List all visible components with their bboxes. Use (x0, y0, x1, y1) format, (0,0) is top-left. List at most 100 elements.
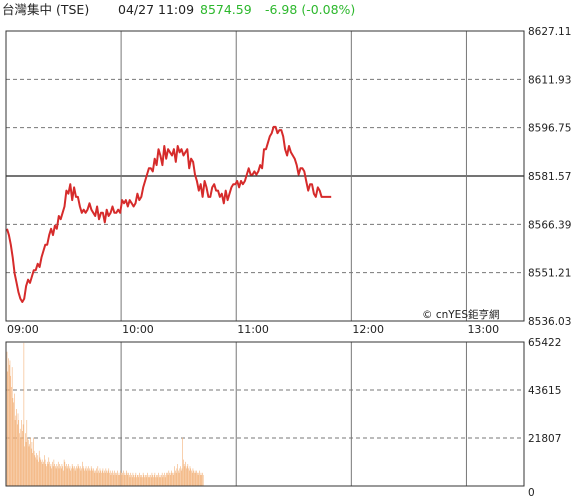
volume-bar (183, 459, 184, 486)
volume-y-ticks: 65422 43615 21807 0 (528, 337, 561, 499)
volume-bar (162, 477, 164, 486)
volume-bar (135, 472, 137, 486)
volume-bar (23, 342, 25, 486)
volume-bar (11, 367, 13, 486)
price-tick-label: 8536.03 (528, 316, 571, 328)
volume-bar (165, 475, 167, 486)
volume-bar (82, 461, 83, 486)
volume-bar (170, 472, 172, 486)
volume-bar (87, 466, 89, 486)
price-panel-frame (5, 30, 525, 322)
volume-bar (128, 475, 130, 486)
volume-bar (36, 453, 37, 486)
volume-bar (167, 472, 168, 486)
volume-bar (164, 477, 166, 486)
volume-bar (48, 457, 50, 486)
volume-bar (102, 468, 104, 486)
volume-bar (89, 468, 91, 486)
volume-bar (121, 475, 123, 486)
volume-bar (115, 472, 116, 486)
volume-bar (175, 472, 177, 486)
volume-bar (103, 472, 104, 486)
volume-bar (20, 437, 22, 486)
volume-bar (122, 472, 123, 486)
source-credit: © cnYES鉅亨網 (422, 308, 499, 321)
volume-bar (148, 475, 150, 486)
volume-bar (43, 461, 44, 486)
volume-bar (123, 470, 124, 486)
volume-bar (129, 477, 131, 486)
volume-bar (91, 468, 93, 486)
price-tick-label: 8551.21 (528, 268, 571, 280)
volume-bar (193, 470, 194, 486)
volume-bar (47, 464, 49, 486)
volume-bar (169, 475, 171, 486)
volume-bar (140, 477, 142, 486)
volume-bar (118, 472, 120, 486)
volume-bar (185, 461, 186, 486)
volume-bar (74, 466, 75, 486)
volume-bar (76, 468, 78, 486)
volume-bar (32, 453, 33, 486)
volume-bar (10, 375, 11, 486)
price-change: -6.98 (-0.08%) (265, 2, 356, 17)
volume-bar (112, 472, 114, 486)
volume-bar (25, 433, 26, 486)
volume-bar (199, 470, 200, 486)
price-tick-label: 8581.57 (528, 171, 571, 183)
volume-bar (57, 466, 58, 486)
price-line-layer (6, 125, 332, 303)
price-series-line (6, 125, 332, 303)
volume-bar (112, 470, 113, 486)
volume-bar (157, 475, 159, 486)
volume-bar (155, 477, 156, 486)
volume-bar (82, 466, 84, 486)
volume-bar (83, 468, 85, 486)
volume-bar (156, 477, 158, 486)
volume-bar (16, 424, 18, 486)
volume-bar (88, 470, 90, 486)
volume-bar (195, 472, 197, 486)
volume-bar (44, 455, 45, 486)
volume-bar (137, 475, 139, 486)
volume-bar (145, 475, 146, 486)
volume-bar (22, 431, 23, 486)
volume-bar (142, 477, 143, 486)
volume-bar (45, 464, 47, 486)
volume-bar (14, 420, 16, 486)
quote-datetime: 04/27 11:09 (118, 2, 195, 17)
volume-bar (201, 475, 203, 486)
volume-tick-label: 43615 (528, 385, 561, 397)
volume-bar (156, 475, 157, 486)
volume-bar (85, 466, 87, 486)
volume-bar (153, 475, 155, 486)
volume-bar (126, 470, 127, 486)
volume-bar (132, 472, 134, 486)
volume-bar (93, 468, 94, 486)
volume-bar (202, 475, 204, 486)
volume-bar (58, 468, 60, 486)
volume-bar (161, 475, 162, 486)
volume-bar (69, 466, 71, 486)
volume-bar (66, 464, 67, 486)
volume-bar (51, 468, 52, 486)
volume-bar (64, 461, 66, 486)
volume-tick-label: 0 (528, 487, 535, 499)
volume-bar (98, 472, 100, 486)
volume-bar (179, 468, 181, 486)
volume-bar (86, 470, 88, 486)
volume-bar (85, 468, 86, 486)
volume-bar (134, 475, 136, 486)
volume-bar (151, 472, 153, 486)
volume-bar (90, 466, 92, 486)
volume-bar (163, 475, 164, 486)
volume-bar (80, 470, 82, 486)
volume-bar (52, 461, 53, 486)
volume-bar (61, 464, 63, 486)
volume-bar (120, 472, 122, 486)
volume-bar (141, 475, 142, 486)
volume-bar (146, 475, 148, 486)
volume-bar (150, 475, 151, 486)
volume-bar (71, 468, 72, 486)
